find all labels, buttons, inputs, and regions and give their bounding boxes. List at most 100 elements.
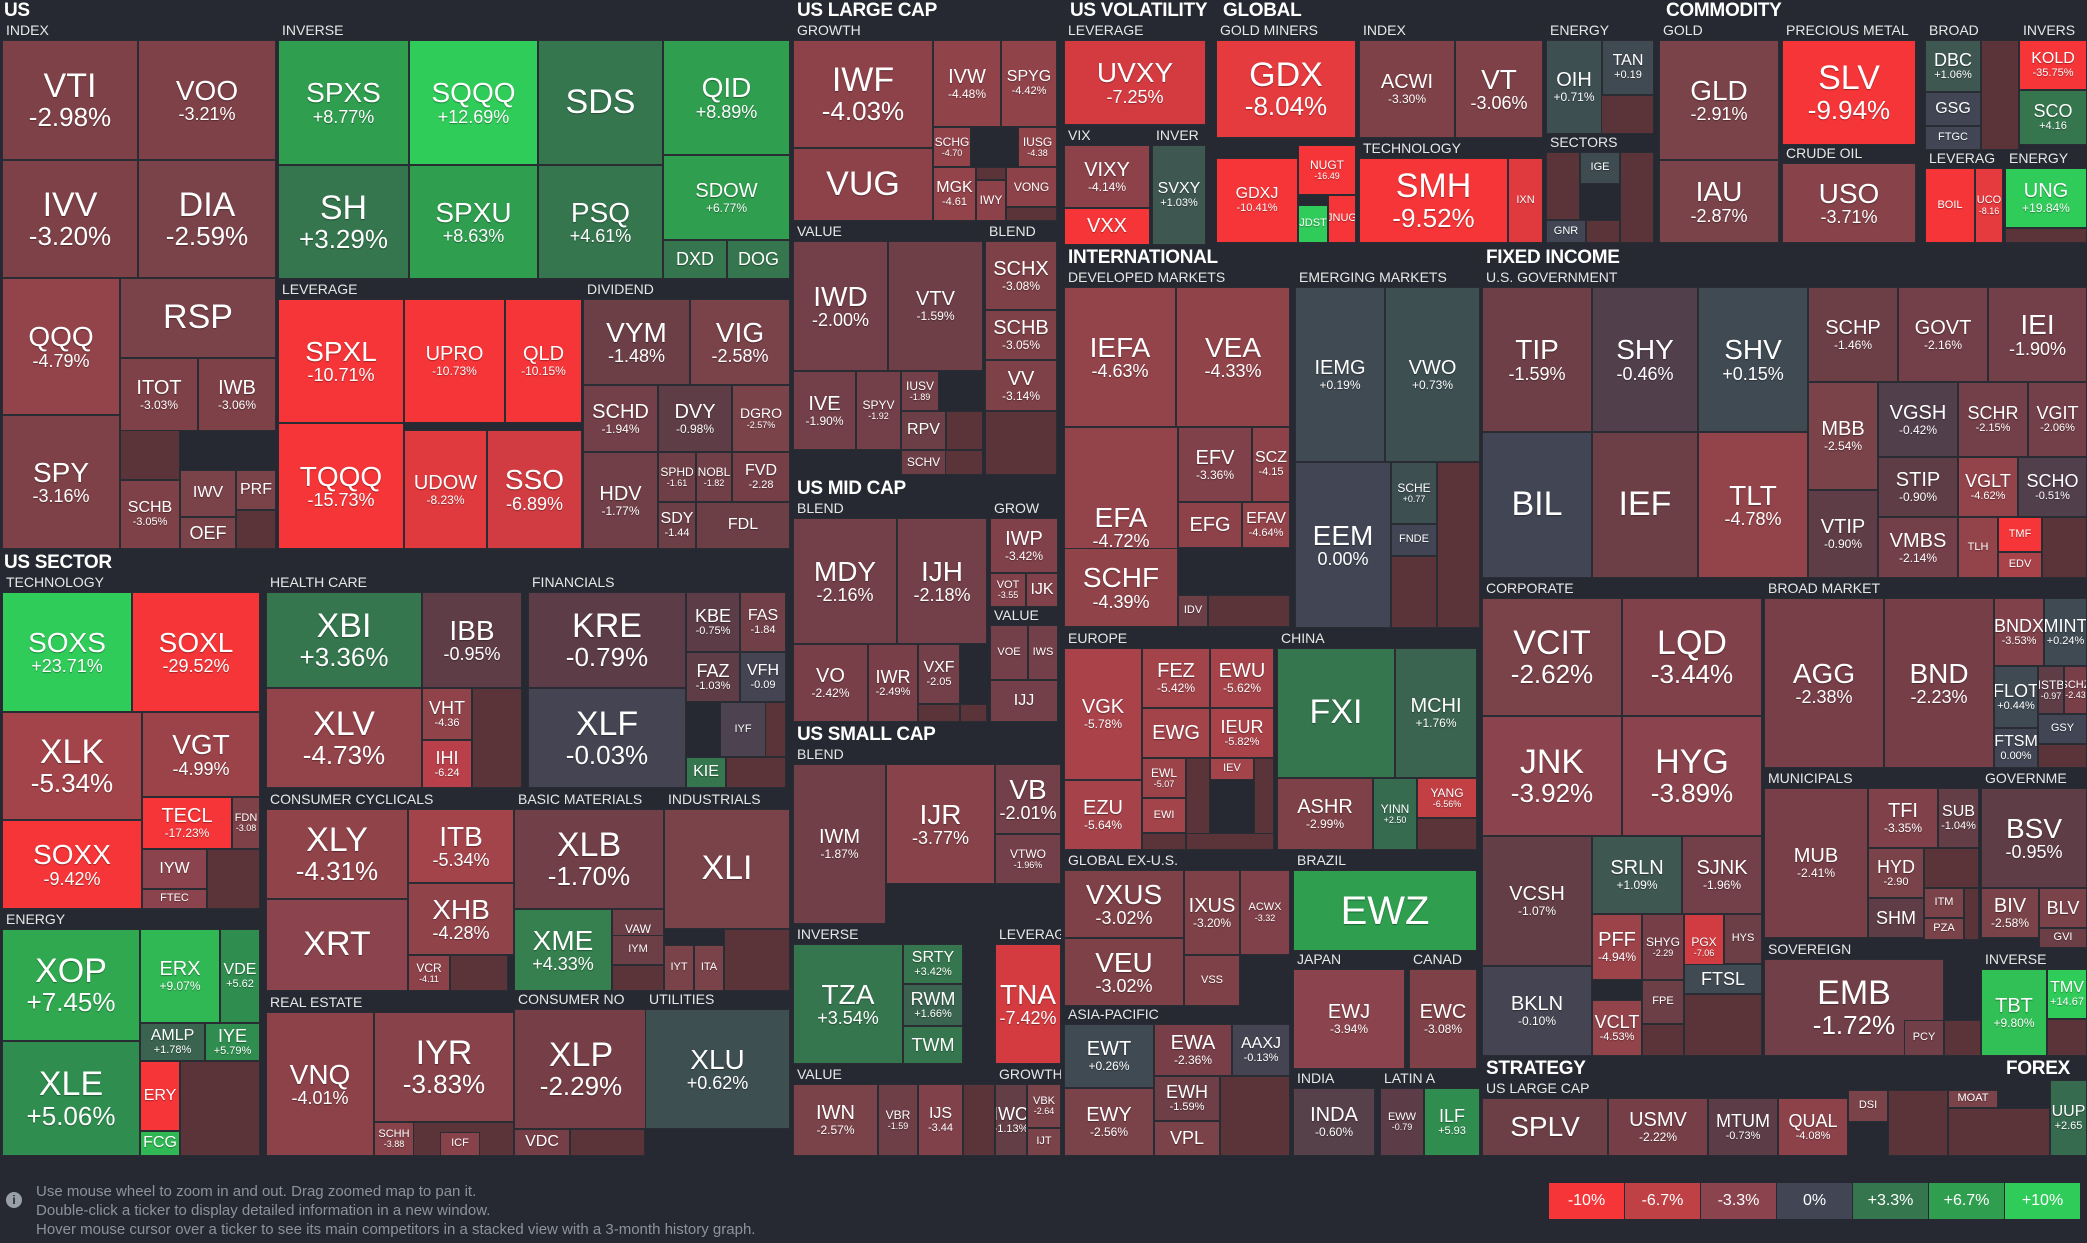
ticker-tile-amlp[interactable]: AMLP +1.78%	[140, 1023, 205, 1061]
ticker-tile-blv[interactable]: BLV	[2039, 888, 2087, 928]
ticker-tile-iwo[interactable]: IWO-1.13%	[995, 1084, 1027, 1156]
unlabeled-ticker-cluster[interactable]	[724, 929, 790, 991]
unlabeled-ticker-cluster[interactable]	[1391, 556, 1437, 628]
ticker-tile-vmbs[interactable]: VMBS -2.14%	[1878, 517, 1958, 578]
ticker-tile-vb[interactable]: VB -2.01%	[995, 764, 1061, 834]
unlabeled-ticker-cluster[interactable]	[1006, 207, 1057, 221]
ticker-tile-eww[interactable]: EWW -0.79	[1380, 1088, 1424, 1156]
ticker-tile-istb[interactable]: ISTB -0.97	[2038, 666, 2064, 714]
ticker-tile-vym[interactable]: VYM -1.48%	[583, 299, 690, 385]
ticker-tile-tlh[interactable]: TLH	[1958, 517, 1998, 578]
ticker-tile-shm[interactable]: SHM	[1868, 898, 1924, 938]
ticker-tile-xrt[interactable]: XRT	[266, 899, 408, 991]
ticker-tile-vxf[interactable]: VXF -2.05	[918, 644, 960, 704]
ticker-tile-vht[interactable]: VHT -4.36	[422, 688, 472, 740]
ticker-tile-iau[interactable]: IAU -2.87%	[1659, 160, 1779, 243]
ticker-tile-ewj[interactable]: EWJ -3.94%	[1293, 969, 1405, 1069]
ticker-tile-bnd[interactable]: BND -2.23%	[1884, 598, 1994, 768]
ticker-tile-iwb[interactable]: IWB -3.06%	[198, 358, 276, 431]
ticker-tile-srty[interactable]: SRTY +3.42%	[903, 944, 963, 984]
ticker-tile-vpl[interactable]: VPL	[1154, 1121, 1220, 1156]
ticker-tile-sds[interactable]: SDS	[538, 40, 663, 165]
ticker-tile-sjnk[interactable]: SJNK -1.96%	[1682, 836, 1762, 914]
ticker-tile-twm[interactable]: TWM	[903, 1026, 963, 1064]
ticker-tile-gsg[interactable]: GSG	[1925, 92, 1981, 126]
ticker-tile-svxy[interactable]: SVXY +1.03%	[1152, 145, 1206, 245]
ticker-tile-erx[interactable]: ERX +9.07%	[140, 929, 220, 1023]
ticker-tile-gdx[interactable]: GDX -8.04%	[1216, 40, 1356, 138]
ticker-tile-uup[interactable]: UUP +2.65	[2050, 1080, 2087, 1156]
ticker-tile-vdc[interactable]: VDC	[514, 1129, 570, 1156]
unlabeled-ticker-cluster[interactable]	[180, 1061, 260, 1156]
ticker-tile-ewl[interactable]: EWL -5.07	[1142, 758, 1186, 798]
ticker-tile-tan[interactable]: TAN +0.19	[1602, 40, 1654, 95]
ticker-tile-sub[interactable]: SUB -1.04%	[1938, 788, 1979, 848]
ticker-tile-mdy[interactable]: MDY -2.16%	[793, 518, 897, 644]
ticker-tile-vug[interactable]: VUG	[793, 148, 933, 221]
ticker-tile-shy[interactable]: SHY -0.46%	[1592, 287, 1698, 432]
ticker-tile-vglt[interactable]: VGLT -4.62%	[1958, 457, 2018, 517]
ticker-tile-iwv[interactable]: IWV	[180, 470, 236, 517]
ticker-tile-xly[interactable]: XLY -4.31%	[266, 809, 408, 899]
ticker-tile-mchi[interactable]: MCHI +1.76%	[1395, 648, 1477, 778]
unlabeled-ticker-cluster[interactable]	[1586, 220, 1620, 243]
ticker-tile-sqqq[interactable]: SQQQ +12.69%	[409, 40, 538, 165]
unlabeled-ticker-cluster[interactable]	[472, 688, 522, 788]
ticker-tile-prf[interactable]: PRF	[236, 470, 276, 510]
ticker-tile-dia[interactable]: DIA -2.59%	[138, 160, 276, 278]
ticker-tile-spxs[interactable]: SPXS +8.77%	[278, 40, 409, 165]
ticker-tile-ief[interactable]: IEF	[1592, 432, 1698, 578]
ticker-tile-splv[interactable]: SPLV	[1482, 1098, 1608, 1156]
ticker-tile-sdow[interactable]: SDOW +6.77%	[663, 155, 790, 240]
ticker-tile-vcit[interactable]: VCIT -2.62%	[1482, 598, 1622, 716]
ticker-tile-scho[interactable]: SCHO -0.51%	[2018, 457, 2087, 517]
ticker-tile-schg[interactable]: SCHG -4.70	[933, 127, 971, 167]
ticker-tile-ibb[interactable]: IBB -0.95%	[422, 592, 522, 688]
ticker-tile-iwn[interactable]: IWN -2.57%	[793, 1084, 878, 1156]
unlabeled-ticker-cluster[interactable]	[1546, 152, 1580, 220]
ticker-tile-fvd[interactable]: FVD -2.28	[732, 452, 790, 502]
unlabeled-ticker-cluster[interactable]	[2047, 1019, 2087, 1056]
ticker-tile-vti[interactable]: VTI -2.98%	[2, 40, 138, 160]
ticker-tile-idv[interactable]: IDV	[1178, 595, 1208, 627]
unlabeled-ticker-cluster[interactable]	[450, 955, 508, 991]
ticker-tile-xlv[interactable]: XLV -4.73%	[266, 688, 422, 788]
ticker-tile-dxd[interactable]: DXD	[663, 240, 727, 279]
ticker-tile-spxl[interactable]: SPXL -10.71%	[278, 299, 404, 423]
ticker-tile-ung[interactable]: UNG +19.84%	[2005, 168, 2087, 228]
ticker-tile-bkln[interactable]: BKLN -0.10%	[1482, 966, 1592, 1056]
ticker-tile-yinn[interactable]: YINN +2.50	[1373, 778, 1417, 850]
ticker-tile-vgt[interactable]: VGT -4.99%	[142, 712, 260, 797]
unlabeled-ticker-cluster[interactable]	[1964, 888, 1979, 940]
ticker-tile-spy[interactable]: SPY -3.16%	[2, 415, 120, 549]
ticker-tile-qual[interactable]: QUAL -4.08%	[1778, 1098, 1848, 1156]
ticker-tile-vbr[interactable]: VBR -1.59	[878, 1084, 918, 1156]
ticker-tile-dsi[interactable]: DSI	[1848, 1090, 1888, 1122]
ticker-tile-tmv[interactable]: TMV +14.67	[2047, 969, 2087, 1019]
ticker-tile-sco[interactable]: SCO +4.16	[2019, 90, 2087, 145]
ticker-tile-mgk[interactable]: MGK -4.61	[933, 167, 976, 221]
ticker-tile-acwx[interactable]: ACWX -3.32	[1240, 870, 1290, 955]
ticker-tile-veu[interactable]: VEU -3.02%	[1064, 938, 1184, 1006]
ticker-tile-ivw[interactable]: IVW -4.48%	[933, 40, 1001, 127]
ticker-tile-mbb[interactable]: MBB -2.54%	[1808, 382, 1878, 490]
unlabeled-ticker-cluster[interactable]	[1142, 833, 1186, 850]
ticker-tile-bsv[interactable]: BSV -0.95%	[1981, 788, 2087, 888]
ticker-tile-vbk[interactable]: VBK -2.64	[1027, 1084, 1061, 1128]
ticker-tile-ezu[interactable]: EZU -5.64%	[1064, 780, 1142, 850]
ticker-tile-mub[interactable]: MUB -2.41%	[1764, 788, 1868, 938]
ticker-tile-tmf[interactable]: TMF	[1998, 517, 2042, 552]
ticker-tile-sdy[interactable]: SDY -1.44	[658, 502, 696, 549]
ticker-tile-oih[interactable]: OIH +0.71%	[1546, 40, 1602, 134]
ticker-tile-voe[interactable]: VOE	[990, 625, 1028, 680]
ticker-tile-edv[interactable]: EDV	[1998, 552, 2042, 578]
unlabeled-ticker-cluster[interactable]	[1684, 994, 1762, 1056]
ticker-tile-pza[interactable]: PZA	[1924, 918, 1964, 940]
unlabeled-ticker-cluster[interactable]	[570, 1129, 645, 1156]
ticker-tile-ftec[interactable]: FTEC	[142, 889, 207, 909]
ticker-tile-efg[interactable]: EFG	[1178, 502, 1242, 548]
unlabeled-ticker-cluster[interactable]	[939, 450, 983, 475]
ticker-tile-hdv[interactable]: HDV -1.77%	[583, 452, 658, 549]
ticker-tile-sh[interactable]: SH +3.29%	[278, 165, 409, 279]
unlabeled-ticker-cluster[interactable]	[236, 510, 276, 549]
